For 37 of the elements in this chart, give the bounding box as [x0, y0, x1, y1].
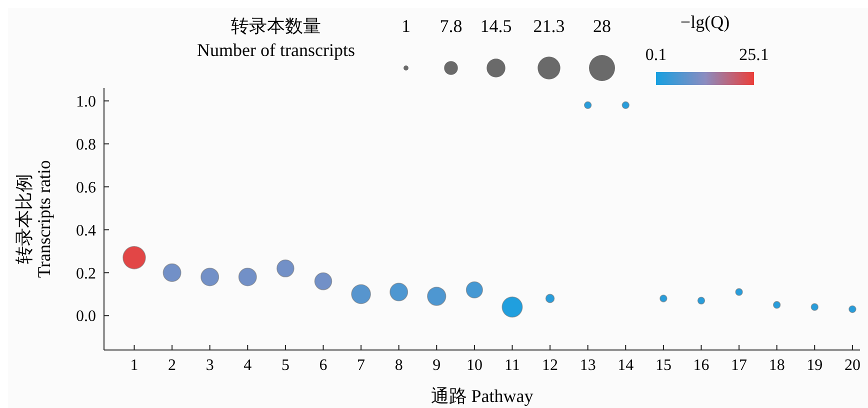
legend-label: 28 [593, 16, 611, 36]
x-tick-label: 3 [206, 357, 214, 374]
x-tick-label: 10 [466, 357, 482, 374]
legend-label: 1 [402, 16, 410, 36]
x-tick-label: 20 [844, 357, 860, 374]
x-tick-label: 16 [693, 357, 710, 374]
x-tick-label: 8 [394, 357, 403, 374]
legend-label: 14.5 [480, 16, 512, 36]
x-axis-title: 通路 Pathway [430, 386, 534, 406]
x-tick-label: 5 [281, 357, 290, 374]
y-tick-label: 0.4 [76, 222, 96, 240]
x-tick-label: 11 [504, 357, 520, 374]
x-tick-label: 17 [731, 357, 748, 374]
x-tick-label: 7 [357, 357, 366, 374]
y-tick-label: 0.2 [76, 265, 96, 282]
color-bar-label: 25.1 [739, 45, 769, 64]
x-tick-label: 19 [806, 357, 823, 374]
x-tick-label: 9 [432, 357, 441, 374]
x-tick-label: 12 [542, 357, 558, 374]
x-tick-label: 4 [244, 357, 252, 374]
x-tick-label: 15 [655, 357, 672, 374]
legend-label: 21.3 [533, 16, 565, 36]
x-tick-label: 6 [319, 357, 328, 374]
y-axis-title: 转录本比例 Transcripts ratio [14, 160, 54, 278]
legend-title: 转录本数量 Number of transcripts [197, 16, 355, 60]
x-tick-label: 14 [618, 357, 634, 374]
legend-label: 7.8 [440, 16, 462, 36]
y-tick-label: 0.6 [76, 179, 96, 196]
color-bar-label: 0.1 [645, 45, 667, 64]
y-tick-label: 0.8 [76, 136, 96, 154]
y-tick-label: 0.0 [76, 308, 96, 326]
color-bar-title: −lg(Q) [680, 12, 730, 32]
y-tick-label: 1.0 [76, 93, 96, 110]
x-tick-label: 13 [580, 357, 596, 374]
x-tick-label: 18 [768, 357, 785, 374]
x-tick-label: 1 [130, 357, 138, 374]
x-tick-label: 2 [168, 357, 176, 374]
